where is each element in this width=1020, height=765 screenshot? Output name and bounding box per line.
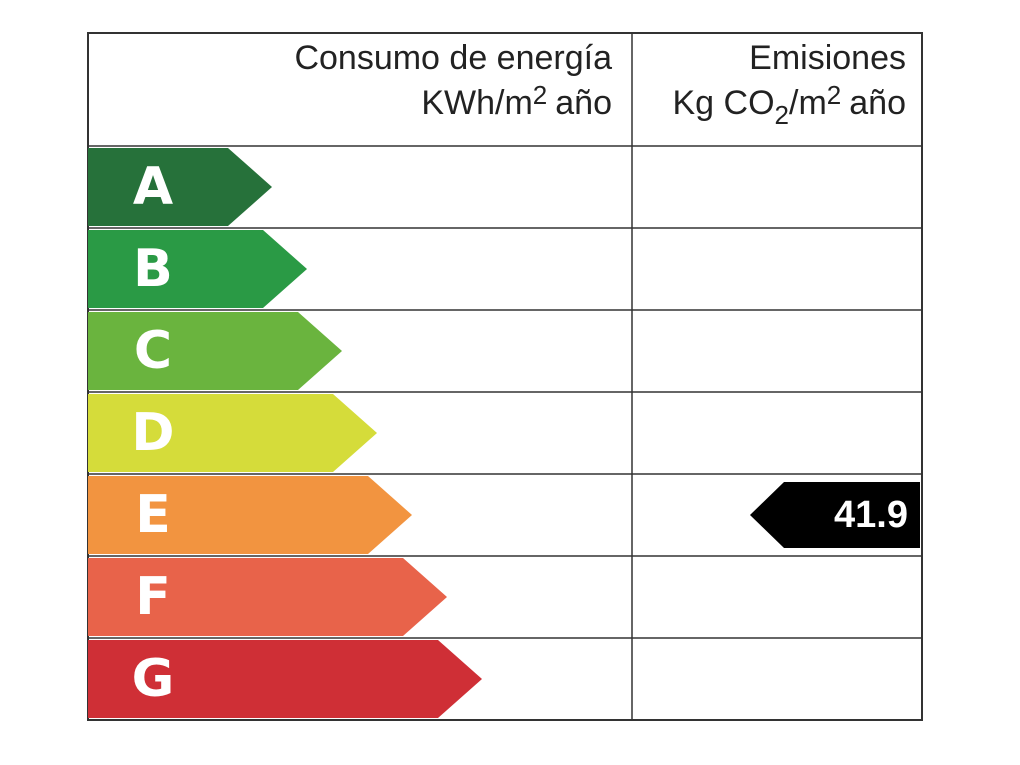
rating-letter: G (132, 649, 175, 709)
emisiones-unit: Kg CO2/m2 año (673, 80, 907, 130)
consumo-title: Consumo de energía (294, 39, 612, 77)
consumo-unit: KWh/m2 año (421, 80, 612, 122)
rating-arrow (88, 148, 272, 226)
rating-letter: B (133, 239, 173, 299)
unit-sub: 2 (775, 100, 789, 130)
unit-mid: /m (789, 84, 827, 122)
rating-letter: E (135, 485, 171, 545)
rating-arrow (88, 640, 482, 718)
indicator-arrow (750, 482, 920, 548)
emisiones-indicator: 41.9 (750, 482, 920, 548)
unit-rest: año (555, 84, 612, 122)
rating-letter: F (135, 567, 171, 627)
unit-base: Kg CO (673, 84, 775, 122)
rating-arrow (88, 476, 412, 554)
rating-arrow (88, 312, 342, 390)
emisiones-title: Emisiones (749, 39, 906, 77)
rating-arrow (88, 230, 307, 308)
rating-letter: A (133, 157, 173, 217)
rating-arrow (88, 394, 377, 472)
emisiones-value: 41.9 (834, 494, 908, 536)
rating-letter: D (131, 403, 174, 463)
unit-base: KWh/m (421, 84, 532, 122)
unit-sup: 2 (827, 80, 841, 110)
rating-arrow (88, 558, 447, 636)
rating-letter: C (134, 321, 172, 381)
unit-rest: año (849, 84, 906, 122)
unit-sup: 2 (533, 80, 547, 110)
